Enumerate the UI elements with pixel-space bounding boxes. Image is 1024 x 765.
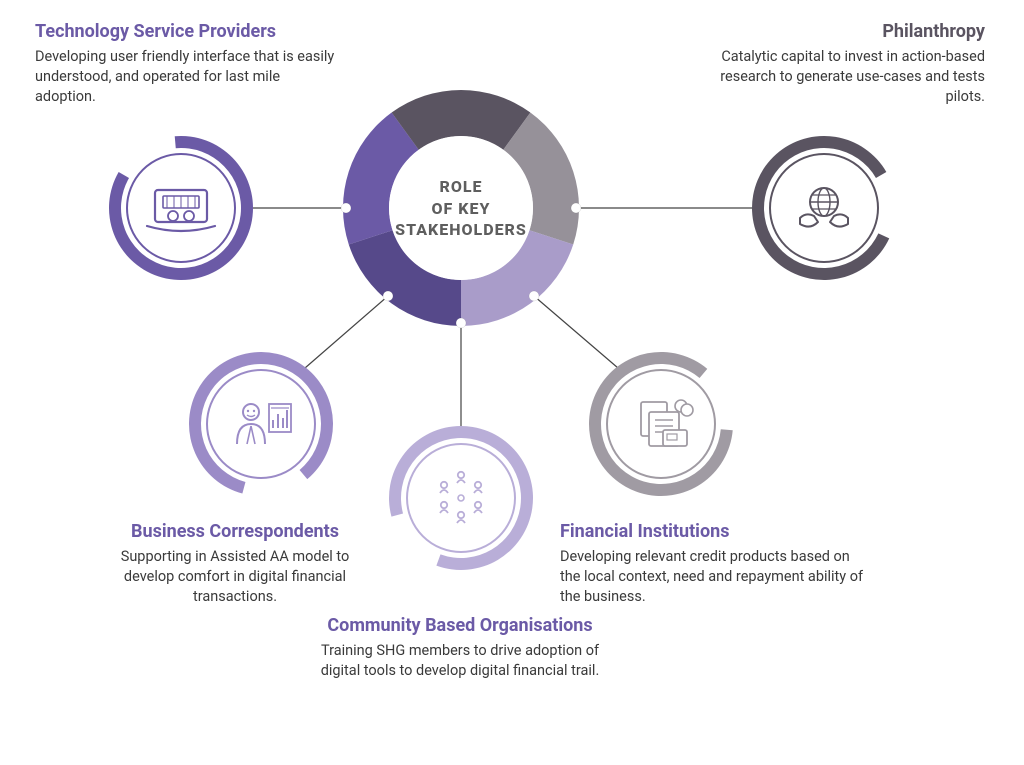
tech-desc: Developing user friendly interface that …	[35, 47, 335, 106]
center-title-line3: STAKEHOLDERS	[381, 219, 541, 241]
financial-text: Financial Institutions Developing relevan…	[560, 520, 870, 606]
business-title: Business Correspondents	[95, 520, 375, 543]
tech-text: Technology Service Providers Developing u…	[35, 20, 335, 106]
business-text: Business Correspondents Supporting in Ass…	[95, 520, 375, 606]
business-desc: Supporting in Assisted AA model to devel…	[95, 547, 375, 606]
center-title-line2: OF KEY	[381, 198, 541, 220]
philanthropy-title: Philanthropy	[700, 20, 985, 43]
philanthropy-text: Philanthropy Catalytic capital to invest …	[700, 20, 985, 106]
tech-title: Technology Service Providers	[35, 20, 335, 43]
financial-desc: Developing relevant credit products base…	[560, 547, 870, 606]
community-desc: Training SHG members to drive adoption o…	[300, 641, 620, 680]
financial-title: Financial Institutions	[560, 520, 870, 543]
center-title-line1: ROLE	[381, 176, 541, 198]
philanthropy-desc: Catalytic capital to invest in action-ba…	[700, 47, 985, 106]
community-title: Community Based Organisations	[300, 614, 620, 637]
community-text: Community Based Organisations Training SH…	[300, 614, 620, 681]
center-title: ROLE OF KEY STAKEHOLDERS	[381, 176, 541, 241]
